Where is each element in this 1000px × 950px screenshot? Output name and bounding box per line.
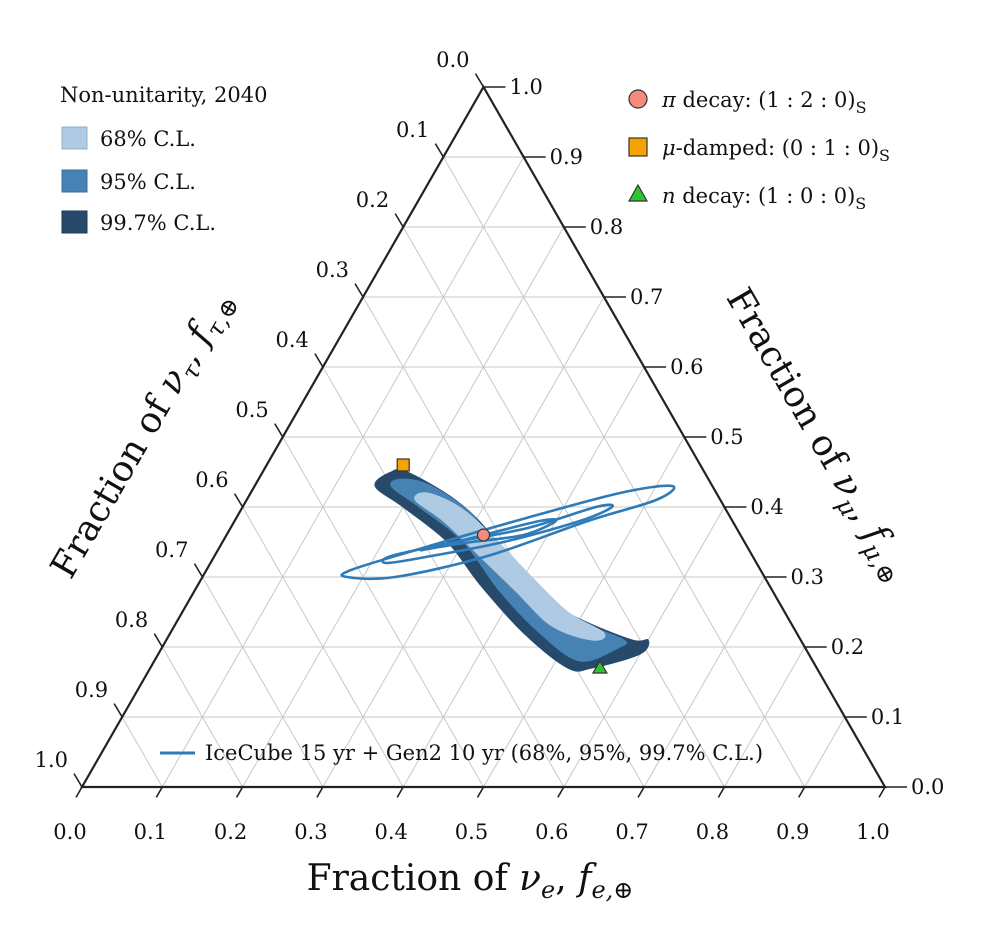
tick-left-9 bbox=[113, 703, 123, 718]
tick-bottom-9 bbox=[798, 786, 806, 798]
tick-label-right-4: 0.4 bbox=[750, 495, 783, 519]
grid-line-ftau-8 bbox=[161, 646, 244, 788]
legend-marker-pi-decay bbox=[628, 89, 648, 109]
tick-bottom-2 bbox=[235, 786, 244, 798]
legend-label-68: 68% C.L. bbox=[100, 127, 196, 151]
legend-icecube: IceCube 15 yr + Gen2 10 yr (68%, 95%, 99… bbox=[160, 741, 763, 765]
legend-label-pi-decay: π decay: (1 : 2 : 0)S bbox=[661, 88, 867, 117]
legend-swatch-997 bbox=[61, 210, 88, 234]
legend-label-icecube: IceCube 15 yr + Gen2 10 yr (68%, 95%, 99… bbox=[205, 741, 763, 765]
tick-label-left-7: 0.7 bbox=[155, 538, 188, 562]
tick-label-left-5: 0.5 bbox=[235, 398, 268, 422]
tick-label-right-3: 0.3 bbox=[791, 565, 824, 589]
legend-swatch-95 bbox=[61, 169, 88, 193]
tick-label-left-10: 1.0 bbox=[35, 748, 68, 772]
tick-label-bottom-6: 0.6 bbox=[535, 820, 568, 844]
left-axis-title: Fraction of ντ, fτ,⊕ bbox=[43, 283, 245, 587]
legend-label-n-decay: n decay: (1 : 0 : 0)S bbox=[662, 184, 866, 213]
tick-label-left-4: 0.4 bbox=[275, 328, 308, 352]
tick-label-bottom-10: 1.0 bbox=[856, 820, 889, 844]
grid-line-ftau-9 bbox=[121, 716, 163, 788]
grid-line-fe-1 bbox=[161, 156, 525, 788]
tick-label-right-8: 0.8 bbox=[590, 215, 623, 239]
legend-label-997: 99.7% C.L. bbox=[100, 211, 216, 235]
marker-pi-decay bbox=[476, 528, 491, 542]
source-markers bbox=[396, 458, 608, 674]
tick-left-0 bbox=[474, 73, 485, 88]
legend-title: Non-unitarity, 2040 bbox=[60, 83, 267, 107]
tick-label-right-0: 0.0 bbox=[911, 775, 944, 799]
tick-bottom-6 bbox=[557, 786, 565, 798]
grid-line-fe-8 bbox=[723, 646, 806, 788]
tick-label-right-9: 0.9 bbox=[550, 145, 583, 169]
legend-swatch-68 bbox=[61, 126, 88, 150]
tick-bottom-7 bbox=[637, 786, 645, 798]
tick-label-right-2: 0.2 bbox=[831, 635, 864, 659]
tick-left-3 bbox=[354, 283, 364, 298]
grid-lines bbox=[121, 156, 846, 788]
tick-label-right-1: 0.1 bbox=[871, 705, 904, 729]
marker-n-decay bbox=[591, 659, 608, 674]
grid-line-ftau-5 bbox=[282, 436, 484, 788]
tick-bottom-10 bbox=[878, 786, 886, 798]
tick-label-bottom-9: 0.9 bbox=[776, 820, 809, 844]
tick-bottom-4 bbox=[396, 786, 404, 798]
tick-label-right-5: 0.5 bbox=[710, 425, 743, 449]
tick-label-left-8: 0.8 bbox=[115, 608, 148, 632]
legend-confidence-levels: Non-unitarity, 2040 68% C.L. 95% C.L. 99… bbox=[60, 83, 267, 235]
tick-label-bottom-7: 0.7 bbox=[615, 820, 648, 844]
tick-label-left-6: 0.6 bbox=[195, 468, 228, 492]
tick-label-bottom-1: 0.1 bbox=[134, 820, 167, 844]
tick-label-bottom-8: 0.8 bbox=[696, 820, 729, 844]
tick-labels: 0.0 0.0 0.0 0.1 0.1 0.1 0.2 0.2 0.2 0.3 0.3 0.3 0.4 0… bbox=[35, 48, 945, 844]
grid-line-ftau-7 bbox=[202, 576, 324, 788]
tick-bottom-1 bbox=[155, 786, 163, 798]
legend-marker-n-decay bbox=[627, 183, 649, 202]
tick-label-right-6: 0.6 bbox=[670, 355, 703, 379]
tick-left-8 bbox=[153, 633, 163, 648]
tick-label-left-2: 0.2 bbox=[356, 188, 389, 212]
tick-left-2 bbox=[394, 213, 404, 228]
legend-label-95: 95% C.L. bbox=[100, 170, 196, 194]
tick-left-5 bbox=[274, 423, 284, 438]
tick-label-bottom-5: 0.5 bbox=[455, 820, 488, 844]
confidence-regions bbox=[374, 468, 650, 672]
grid-line-fe-5 bbox=[483, 436, 685, 788]
marker-mu-damped bbox=[396, 458, 410, 472]
tick-label-left-1: 0.1 bbox=[396, 118, 429, 142]
grid-line-ftau-1 bbox=[442, 156, 806, 788]
tick-left-1 bbox=[434, 143, 445, 158]
tick-label-bottom-2: 0.2 bbox=[214, 820, 247, 844]
tick-bottom-8 bbox=[717, 786, 726, 798]
legend-label-mu-damped: μ-damped: (0 : 1 : 0)S bbox=[662, 136, 890, 165]
tick-left-6 bbox=[233, 493, 244, 508]
tick-bottom-3 bbox=[316, 786, 324, 798]
tick-bottom-5 bbox=[476, 786, 485, 798]
grid-line-fe-7 bbox=[643, 576, 765, 788]
tick-bottom-0 bbox=[75, 786, 83, 798]
grid-line-fe-9 bbox=[804, 716, 846, 788]
contour-997 bbox=[340, 484, 676, 581]
bottom-axis-title: Fraction of νe, fe,⊕ bbox=[307, 858, 634, 904]
tick-label-left-9: 0.9 bbox=[75, 678, 108, 702]
legend-marker-mu-damped bbox=[628, 137, 648, 157]
tick-label-bottom-3: 0.3 bbox=[294, 820, 327, 844]
tick-label-bottom-4: 0.4 bbox=[374, 820, 407, 844]
tick-label-left-0: 0.0 bbox=[436, 48, 469, 72]
tick-left-4 bbox=[314, 353, 324, 368]
tick-left-7 bbox=[193, 563, 204, 578]
tick-label-bottom-0: 0.0 bbox=[53, 820, 86, 844]
legend-source-markers: π decay: (1 : 2 : 0)S μ-damped: (0 : 1 :… bbox=[627, 88, 890, 213]
tick-label-right-7: 0.7 bbox=[630, 285, 663, 309]
tick-label-left-3: 0.3 bbox=[316, 258, 349, 282]
grid-line-ftau-6 bbox=[242, 506, 404, 788]
tick-left-10 bbox=[73, 773, 83, 788]
tick-label-right-10: 1.0 bbox=[510, 75, 543, 99]
